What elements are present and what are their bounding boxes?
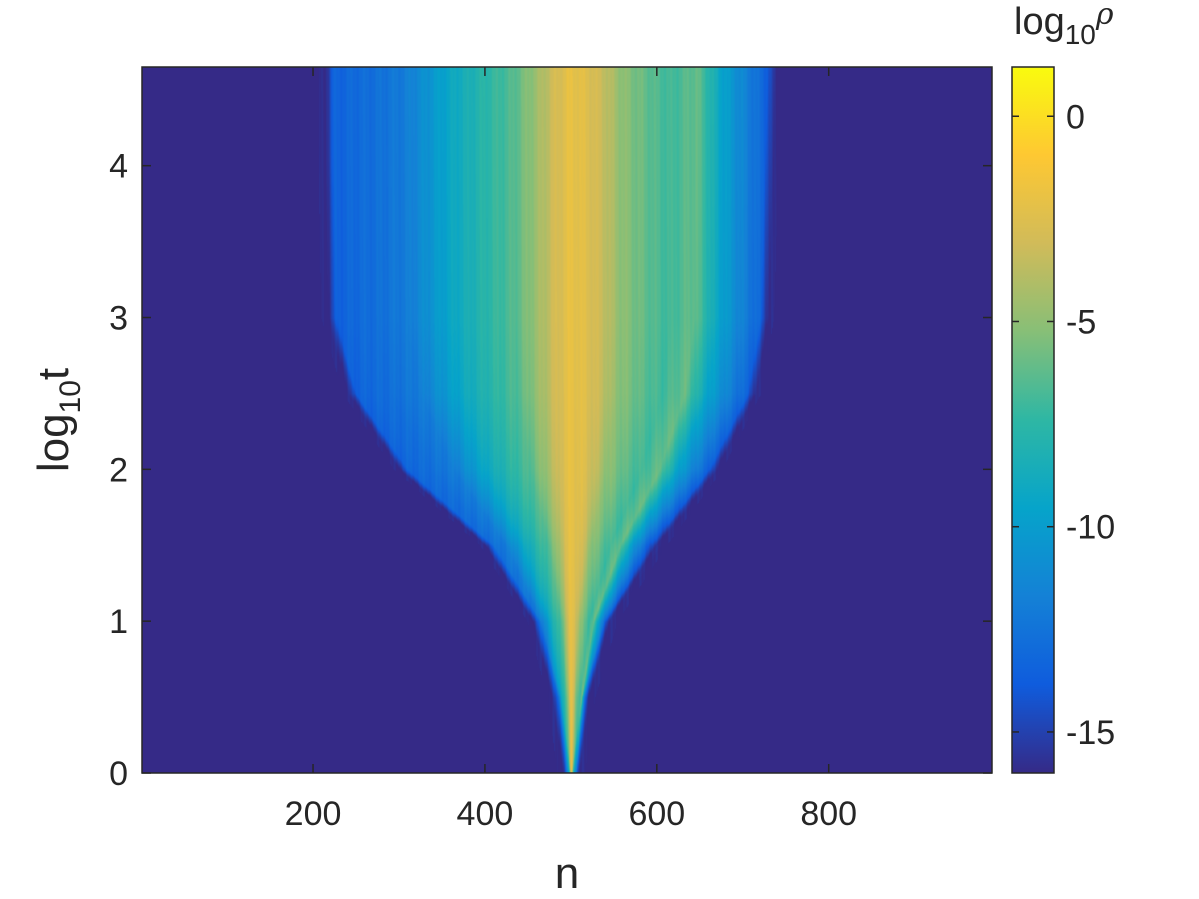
y-axis: 0 1 2 3 4 bbox=[109, 148, 992, 793]
colorbar-ticks: 0 -5 -10 -15 bbox=[1012, 98, 1115, 752]
colorbar-gradient bbox=[1012, 67, 1054, 773]
colorbar-label-sub: 10 bbox=[1065, 19, 1096, 50]
y-tick-label: 3 bbox=[109, 300, 128, 338]
y-tick-label: 2 bbox=[109, 451, 128, 489]
colorbar-tick-label: -15 bbox=[1066, 714, 1115, 752]
colorbar-frame bbox=[1011, 66, 1055, 774]
x-tick-label: 800 bbox=[800, 795, 857, 833]
colorbar-tick-label: 0 bbox=[1066, 98, 1085, 136]
plot-frame bbox=[141, 66, 993, 774]
y-tick-label: 4 bbox=[109, 148, 128, 186]
y-tick-label: 1 bbox=[109, 603, 128, 641]
y-axis-label-var: t bbox=[29, 368, 78, 380]
y-axis-label: log10t bbox=[29, 368, 87, 472]
heatmap-plot-area bbox=[141, 66, 993, 774]
heatmap-canvas-wrap bbox=[142, 67, 992, 773]
x-axis-label: n bbox=[555, 849, 579, 898]
y-tick-label: 0 bbox=[109, 755, 128, 793]
colorbar-tick-label: -10 bbox=[1066, 509, 1115, 547]
y-axis-label-base: log bbox=[29, 413, 78, 472]
y-axis-label-sub: 10 bbox=[54, 380, 87, 413]
colorbar-label-base: log bbox=[1014, 1, 1065, 43]
x-tick-label: 200 bbox=[285, 795, 342, 833]
x-tick-label: 400 bbox=[457, 795, 514, 833]
colorbar: 0 -5 -10 -15 log10ρ bbox=[1011, 0, 1115, 774]
colorbar-label-var: ρ bbox=[1095, 0, 1114, 32]
colorbar-tick-label: -5 bbox=[1066, 303, 1096, 341]
colorbar-label: log10ρ bbox=[1014, 0, 1114, 50]
x-tick-label: 600 bbox=[628, 795, 685, 833]
x-axis: 200 400 600 800 bbox=[285, 67, 857, 833]
heatmap-image bbox=[142, 67, 992, 773]
